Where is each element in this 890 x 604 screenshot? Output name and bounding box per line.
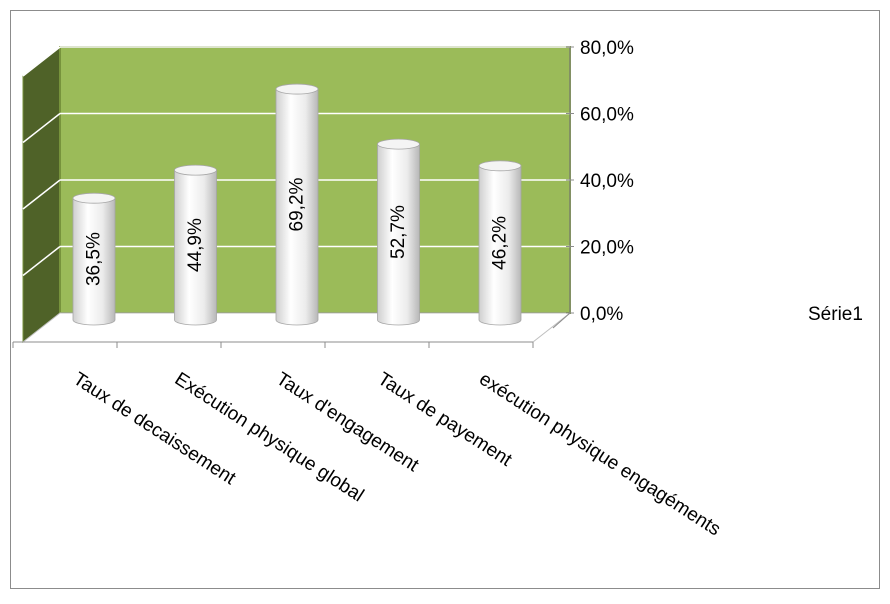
bar-top-cap <box>275 83 319 95</box>
data-label: 36,5% <box>84 232 105 286</box>
bar <box>377 143 420 326</box>
y-tick-label: 0,0% <box>580 304 623 325</box>
gridline-side <box>22 112 61 144</box>
y-tick-label: 80,0% <box>580 38 634 59</box>
bar <box>174 169 217 326</box>
data-label: 44,9% <box>185 218 206 272</box>
gridline-side <box>22 179 61 210</box>
legend-series-label: Série1 <box>808 304 863 325</box>
data-label: 69,2% <box>287 177 308 231</box>
bar <box>478 165 522 326</box>
data-label: 46,2% <box>490 216 511 270</box>
gridline-side <box>22 46 61 77</box>
y-tick-label: 40,0% <box>580 171 634 192</box>
y-tick-label: 20,0% <box>580 238 634 259</box>
y-tick-label: 60,0% <box>580 105 634 126</box>
bar-top-cap <box>478 160 522 172</box>
y-axis-floor-edge <box>552 312 571 329</box>
bar <box>72 197 116 326</box>
bar-top-cap <box>377 138 420 150</box>
data-label: 52,7% <box>388 205 409 259</box>
gridline-side <box>22 245 61 277</box>
bar-top-cap <box>174 164 217 176</box>
bar <box>275 88 319 326</box>
bar-top-cap <box>72 192 116 204</box>
